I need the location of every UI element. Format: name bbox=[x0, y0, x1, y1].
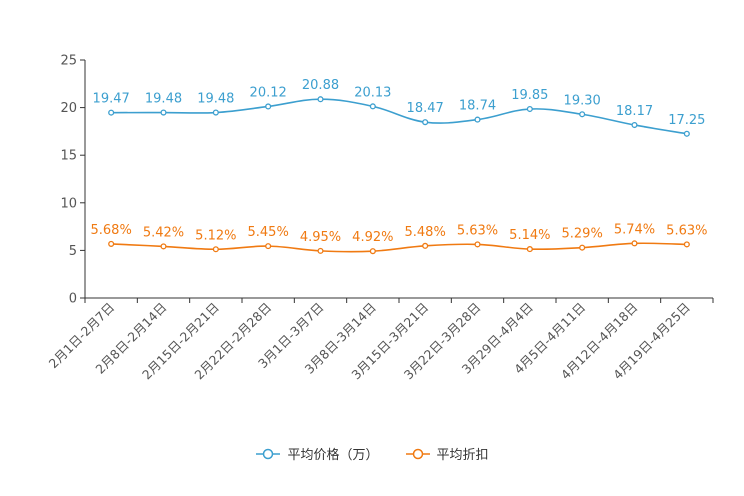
data-label-discount: 5.63% bbox=[666, 223, 707, 238]
legend-marker-price bbox=[256, 448, 281, 459]
y-tick-label: 5 bbox=[69, 244, 77, 259]
data-label-discount: 5.68% bbox=[91, 223, 132, 238]
data-point-discount bbox=[108, 240, 115, 247]
data-point-price bbox=[108, 109, 115, 116]
data-label-discount: 5.29% bbox=[562, 227, 603, 242]
data-label-discount: 5.63% bbox=[457, 223, 498, 238]
data-point-discount bbox=[631, 240, 638, 247]
data-point-price bbox=[579, 111, 586, 118]
legend: 平均价格（万） 平均折扣 bbox=[0, 444, 744, 463]
data-point-price bbox=[369, 103, 376, 110]
data-point-price bbox=[631, 121, 638, 129]
data-label-price: 19.48 bbox=[197, 92, 234, 107]
data-point-discount bbox=[683, 241, 690, 248]
data-label-discount: 5.42% bbox=[143, 225, 184, 240]
data-label-price: 19.47 bbox=[93, 92, 130, 107]
data-label-price: 20.88 bbox=[302, 78, 339, 93]
y-tick-label: 20 bbox=[60, 101, 77, 116]
data-point-discount bbox=[265, 243, 272, 250]
data-label-price: 17.25 bbox=[668, 113, 705, 128]
y-tick-label: 15 bbox=[60, 149, 77, 164]
series-discount: 5.68% 5.42% 5.12% 5.45% 4.95% 4.92% 5.48% 5.63%… bbox=[91, 222, 707, 255]
data-label-discount: 5.14% bbox=[509, 228, 550, 243]
data-point-price bbox=[317, 96, 324, 103]
data-point-discount bbox=[160, 243, 167, 250]
y-tick-label: 10 bbox=[60, 196, 77, 211]
y-tick-label: 25 bbox=[60, 54, 77, 69]
data-label-discount: 5.45% bbox=[248, 225, 289, 240]
legend-item-discount[interactable]: 平均折扣 bbox=[405, 444, 489, 463]
series-layer: 19.47 19.48 19.48 20.12 20.88 20.13 18.47 18.74… bbox=[91, 78, 707, 255]
data-point-price bbox=[683, 130, 690, 137]
data-point-discount bbox=[579, 244, 586, 251]
data-point-discount bbox=[474, 241, 481, 248]
data-label-price: 18.47 bbox=[407, 101, 444, 116]
data-point-price bbox=[265, 103, 272, 110]
legend-label-discount: 平均折扣 bbox=[436, 448, 489, 463]
data-label-discount: 5.48% bbox=[405, 225, 446, 240]
legend-marker-discount bbox=[405, 448, 430, 459]
data-point-discount bbox=[317, 247, 324, 254]
data-label-price: 19.48 bbox=[145, 92, 182, 107]
data-point-price bbox=[526, 105, 533, 113]
data-label-discount: 5.74% bbox=[614, 222, 655, 237]
legend-item-price[interactable]: 平均价格（万） bbox=[255, 444, 379, 463]
data-label-price: 18.74 bbox=[459, 99, 496, 114]
data-point-price bbox=[212, 109, 219, 116]
data-label-price: 18.17 bbox=[616, 104, 653, 119]
data-label-discount: 4.92% bbox=[352, 230, 393, 245]
data-label-price: 19.85 bbox=[511, 88, 548, 103]
data-label-price: 20.13 bbox=[354, 85, 391, 100]
data-label-price: 20.12 bbox=[250, 85, 287, 100]
data-label-price: 19.30 bbox=[564, 93, 601, 108]
series-line-discount bbox=[111, 242, 687, 253]
series-line-price bbox=[111, 98, 687, 135]
legend-label-price: 平均价格（万） bbox=[287, 448, 379, 463]
data-point-discount bbox=[422, 242, 429, 249]
data-label-discount: 4.95% bbox=[300, 230, 341, 245]
data-point-price bbox=[422, 119, 429, 126]
series-price: 19.47 19.48 19.48 20.12 20.88 20.13 18.47 18.74… bbox=[93, 78, 705, 137]
data-point-discount bbox=[212, 246, 219, 253]
y-tick-label: 0 bbox=[69, 292, 77, 307]
data-point-discount bbox=[526, 246, 533, 253]
data-point-price bbox=[160, 109, 167, 116]
data-point-price bbox=[474, 116, 481, 123]
data-label-discount: 5.12% bbox=[195, 228, 236, 243]
data-point-discount bbox=[369, 248, 376, 255]
